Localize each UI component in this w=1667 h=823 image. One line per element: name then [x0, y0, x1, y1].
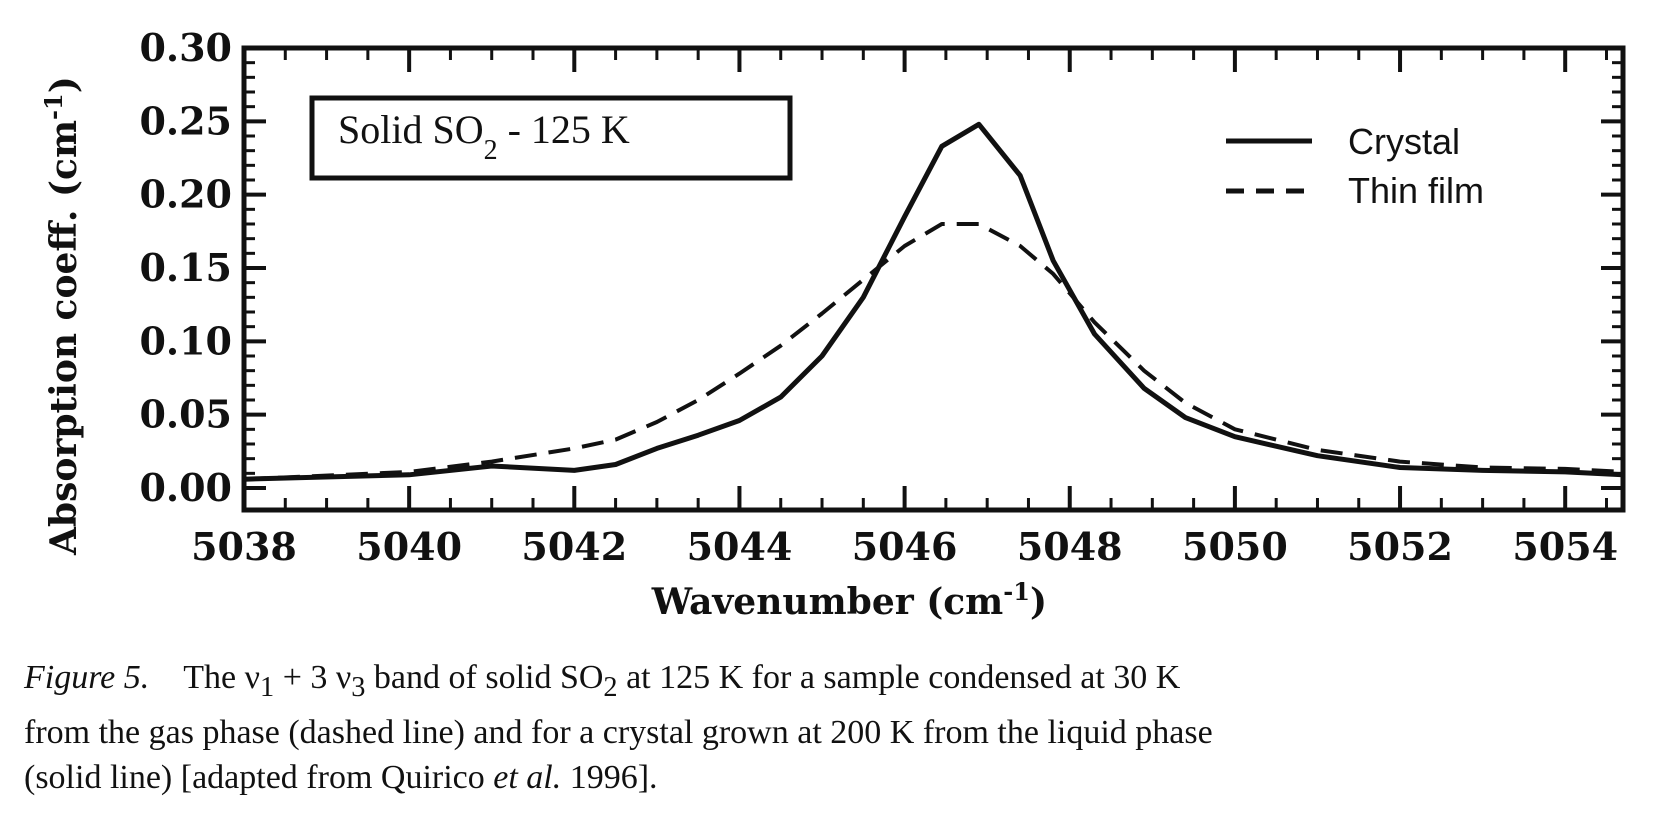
x-tick-label: 5054: [1512, 524, 1618, 569]
series-lines: [243, 121, 1624, 482]
x-tick-label: 5048: [1017, 524, 1123, 569]
x-tick-label: 5044: [687, 524, 793, 569]
y-ticks: 0.00 0.05 0.10 0.15 0.20 0.25 0.30: [139, 25, 1623, 510]
series-line-crystal: [243, 121, 1624, 482]
y-tick-label: 0.20: [139, 172, 232, 217]
plot-frame: [241, 45, 1626, 513]
figure-caption: Figure 5. The ν1 + 3 ν3 band of solid SO…: [24, 655, 1649, 800]
caption-line-2: from the gas phase (dashed line) and for…: [24, 713, 1213, 751]
x-tick-label: 5052: [1347, 524, 1453, 569]
x-tick-label: 5050: [1182, 524, 1288, 569]
series-line-thin-film: [243, 222, 1624, 482]
annotation-box: [309, 95, 793, 181]
y-tick-label: 0.15: [139, 245, 232, 290]
y-tick-label: 0.05: [139, 392, 232, 437]
legend-label-thin-film: Thin film: [1348, 170, 1484, 211]
caption-line-3: (solid line) [adapted from Quirico et al…: [24, 758, 658, 796]
y-tick-label: 0.30: [139, 25, 232, 70]
y-axis-title: Absorption coeff. (cm-1): [39, 76, 85, 556]
x-tick-label: 5040: [356, 524, 462, 569]
chart-svg: 0.00 0.05 0.10 0.15 0.20 0.25 0.30 5038 5040 504…: [39, 25, 1626, 623]
x-axis-title: Wavenumber (cm-1): [651, 577, 1047, 623]
x-tick-label: 5042: [521, 524, 627, 569]
x-tick-label: 5046: [852, 524, 958, 569]
x-tick-label: 5038: [191, 524, 297, 569]
caption-line-1: Figure 5. The ν1 + 3 ν3 band of solid SO…: [24, 659, 1181, 703]
legend: Crystal Thin film: [1226, 121, 1484, 211]
y-tick-label: 0.10: [139, 318, 232, 363]
y-tick-label: 0.00: [139, 465, 232, 510]
caption-figure-label: Figure 5.: [24, 659, 150, 696]
x-ticks: 5038 5040 5042 5044 5046 5048 5050 5052 5054: [191, 48, 1618, 569]
annotation-text: Solid SO2 - 125 K: [338, 107, 630, 166]
y-tick-label: 0.25: [139, 98, 232, 143]
legend-label-crystal: Crystal: [1348, 121, 1460, 162]
